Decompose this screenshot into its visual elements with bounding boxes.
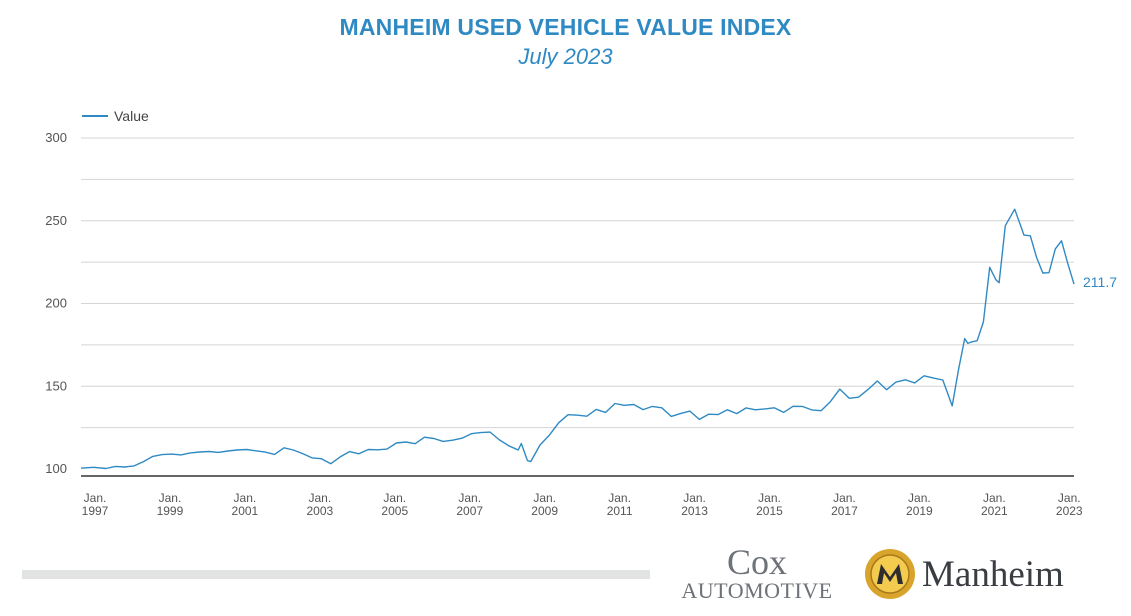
x-tick-label-month: Jan.	[533, 491, 556, 505]
x-tick-label-year: 2019	[906, 504, 933, 518]
x-tick-label-year: 2015	[756, 504, 783, 518]
chart-subtitle: July 2023	[518, 44, 613, 69]
legend-line-swatch	[82, 115, 108, 117]
x-tick-label-year: 2013	[681, 504, 708, 518]
cox-automotive-logo: Cox AUTOMOTIVE	[672, 542, 842, 604]
x-tick-label-month: Jan.	[383, 491, 406, 505]
x-tick-label-month: Jan.	[908, 491, 931, 505]
y-tick-label: 200	[45, 296, 67, 311]
x-tick-label-month: Jan.	[983, 491, 1006, 505]
x-tick-label-year: 2023	[1056, 504, 1083, 518]
footer-bar	[22, 570, 650, 579]
y-tick-label: 150	[45, 378, 67, 393]
grid-lines	[81, 137, 1074, 429]
x-tick-label-year: 2005	[381, 504, 408, 518]
x-tick-label-month: Jan.	[234, 491, 257, 505]
x-tick-label-month: Jan.	[308, 491, 331, 505]
x-tick-label-month: Jan.	[458, 491, 481, 505]
x-tick-label-year: 1997	[82, 504, 109, 518]
x-axis: Jan.1997Jan.1999Jan.2001Jan.2003Jan.2005…	[81, 475, 1083, 518]
x-tick-label-year: 2001	[232, 504, 259, 518]
last-value-label: 211.7	[1083, 274, 1117, 290]
x-tick-label-year: 2007	[456, 504, 483, 518]
manheim-logo-word: Manheim	[922, 554, 1064, 595]
x-tick-label-year: 2021	[981, 504, 1008, 518]
x-tick-label-month: Jan.	[84, 491, 107, 505]
x-tick-label-month: Jan.	[608, 491, 631, 505]
x-tick-label-month: Jan.	[758, 491, 781, 505]
legend: Value	[82, 106, 149, 126]
x-tick-label-month: Jan.	[1058, 491, 1081, 505]
automotive-logo-word: AUTOMOTIVE	[681, 578, 833, 603]
y-tick-label: 250	[45, 213, 67, 228]
cox-logo-word: Cox	[726, 542, 787, 582]
legend-label: Value	[114, 108, 149, 124]
x-tick-label-year: 2011	[607, 504, 633, 518]
x-tick-label-year: 2003	[306, 504, 333, 518]
series-line-value	[80, 208, 1075, 470]
x-tick-label-month: Jan.	[683, 491, 706, 505]
y-axis-ticks: 100 150 200 250 300	[45, 130, 67, 476]
x-tick-label-year: 2017	[831, 504, 858, 518]
x-tick-label-month: Jan.	[833, 491, 856, 505]
x-tick-label-month: Jan.	[159, 491, 182, 505]
y-tick-label: 300	[45, 130, 67, 145]
chart-title: MANHEIM USED VEHICLE VALUE INDEX	[339, 14, 792, 40]
series-group	[80, 208, 1075, 470]
manheim-emblem-icon	[865, 549, 915, 599]
x-tick-label-year: 1999	[157, 504, 184, 518]
x-tick-label-year: 2009	[531, 504, 558, 518]
y-tick-label: 100	[45, 461, 67, 476]
